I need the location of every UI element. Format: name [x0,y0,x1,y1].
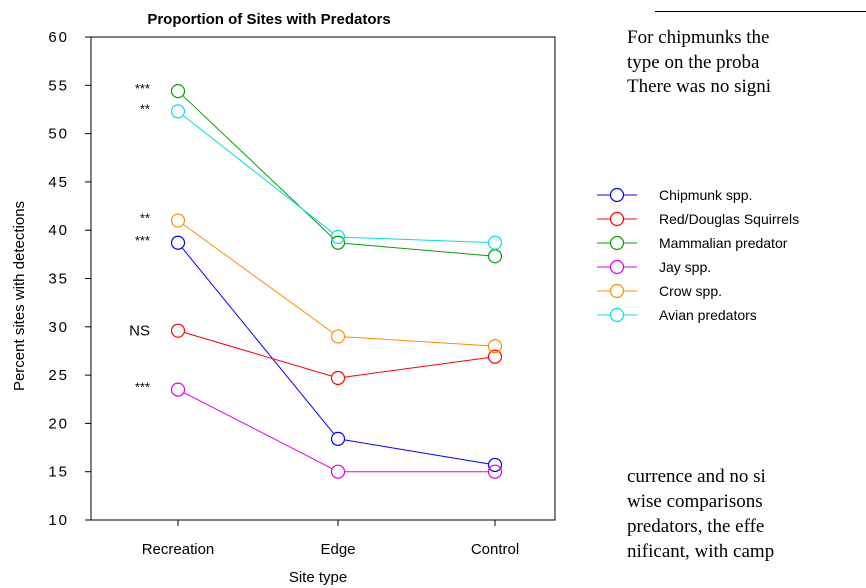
legend-item: Avian predators [597,307,757,323]
data-point [330,229,346,245]
series-crow-spp-: ** [140,211,503,354]
x-tick-label: Recreation [142,541,215,558]
x-tick-label: Control [471,541,519,558]
y-tick-label: 10 [48,512,69,529]
significance-label: ** [140,101,150,116]
series-avian-predators: ** [140,101,503,250]
legend-item: Mammalian predator [597,235,788,251]
series-line-segment [182,95,334,239]
data-point [330,329,346,344]
series-jay-spp-: *** [135,380,503,479]
series-mammalian-predator: *** [135,81,503,264]
body-text-line-6: predators, the effe [627,516,765,537]
legend-marker [609,283,625,299]
legend-label: Red/Douglas Squirrels [659,211,799,227]
data-point [330,370,346,386]
x-axis: Recreation Edge Control [142,520,519,558]
legend-marker [609,187,625,203]
significance-label: ** [140,211,150,226]
series-line-segment [182,223,334,334]
body-text-line-7: nificant, with camp [627,541,775,562]
data-point [170,213,186,228]
data-point [487,464,503,479]
data-point [170,382,186,397]
series-line-segment [344,357,489,378]
data-point [170,235,186,250]
legend-label: Jay spp. [659,259,711,275]
legend-item: Crow spp. [597,283,722,299]
legend-marker [609,235,625,251]
data-point [330,464,346,479]
y-tick-label: 55 [48,77,69,94]
x-axis-label: Site type [289,569,347,586]
data-point [487,457,503,473]
y-tick-label: 35 [48,271,69,288]
body-text-line-2: type on the proba [627,52,760,73]
data-point [330,235,346,250]
significance-label: *** [135,81,150,96]
legend-marker [609,211,625,227]
data-point [170,104,186,119]
body-text-line-1: For chipmunks the [627,27,770,48]
y-tick-label: 60 [48,29,69,46]
data-point [487,349,503,364]
data-point [487,249,503,264]
y-tick-label: 40 [48,222,69,239]
y-tick-label: 50 [48,126,69,143]
text-rule [655,11,866,12]
series-chipmunk-spp-: *** [135,233,503,473]
chart-title: Proportion of Sites with Predators [147,11,390,28]
series-line-segment [184,332,332,377]
legend-item: Jay spp. [597,259,711,275]
data-point [330,431,346,446]
series-line-segment [181,247,335,435]
y-axis: 10 15 20 25 30 35 40 45 50 55 60 [48,29,91,529]
body-text-line-4: currence and no si [627,466,766,487]
y-tick-label: 45 [48,174,69,191]
data-point [487,235,503,250]
series-line-segment [182,115,334,234]
significance-label: *** [135,380,150,395]
legend-label: Avian predators [659,307,757,323]
legend-marker [609,307,625,323]
y-axis-label: Percent sites with detections [11,201,28,391]
legend-label: Crow spp. [659,283,722,299]
y-tick-label: 15 [48,464,69,481]
series-line-segment [344,242,489,257]
body-text-line-5: wise comparisons [627,491,763,512]
plot-frame [90,36,556,521]
data-point [170,323,186,338]
x-tick-label: Edge [320,541,355,558]
y-tick-label: 25 [48,367,69,384]
data-point [170,83,186,99]
significance-label: *** [135,233,150,248]
significance-label: NS [129,323,150,340]
series-line-segment [344,236,489,244]
y-tick-label: 30 [48,319,69,336]
legend-marker [609,259,625,275]
legend-item: Chipmunk spp. [597,187,752,203]
series-red-douglas-squirrels: NS [129,323,503,386]
legend-label: Mammalian predator [659,235,788,251]
y-tick-label: 20 [48,415,69,432]
legend-label: Chipmunk spp. [659,187,752,203]
legend-item: Red/Douglas Squirrels [597,211,799,227]
series-line-segment [183,392,333,470]
body-text-line-3: There was no signi [627,76,772,97]
legend: Chipmunk spp. Red/Douglas Squirrels Mammal… [597,187,799,323]
series-line-segment [344,336,489,347]
series-layer: ***NS********** [129,81,503,479]
data-point [487,339,503,354]
series-line-segment [344,439,489,465]
